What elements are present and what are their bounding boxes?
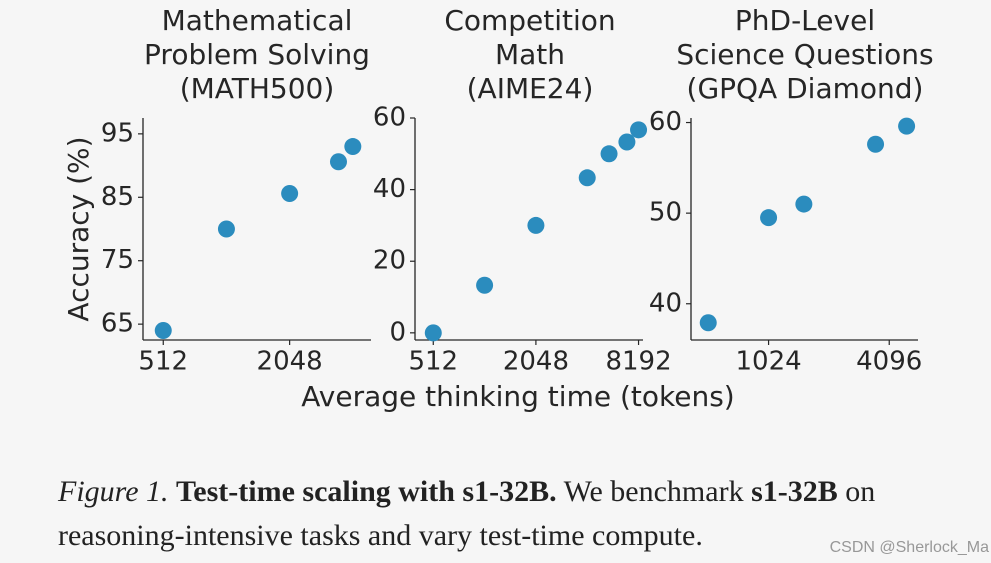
data-point: [527, 216, 545, 234]
watermark: CSDN @Sherlock_Ma: [829, 539, 989, 556]
panel-title-line: Math: [495, 38, 565, 71]
panel-title-line: Problem Solving: [144, 38, 370, 71]
caption-text-1: We benchmark: [556, 475, 752, 508]
data-point: [898, 117, 916, 135]
x-tick-label: 512: [138, 347, 188, 377]
panel-title-line: Competition: [444, 4, 615, 37]
x-tick-label: 512: [408, 347, 458, 377]
panel-title-line: (AIME24): [467, 72, 594, 105]
y-tick-label: 20: [373, 246, 406, 276]
panel-title-line: PhD-Level: [735, 4, 875, 37]
data-point: [618, 133, 636, 151]
y-tick-label: 60: [373, 103, 406, 133]
y-tick-label: 40: [373, 174, 406, 204]
data-point: [281, 184, 299, 202]
data-point: [578, 169, 596, 187]
data-point: [217, 220, 235, 238]
data-point: [476, 276, 494, 294]
y-tick-label: 50: [649, 198, 682, 228]
y-tick-label: 0: [389, 317, 406, 347]
x-axis-label: Average thinking time (tokens): [301, 380, 734, 413]
panel-title-line: Mathematical: [162, 4, 353, 37]
caption-model-name: s1-32B: [751, 475, 838, 508]
y-tick-label: 75: [101, 245, 134, 275]
x-tick-label: 2048: [257, 347, 323, 377]
x-tick-label: 1024: [735, 347, 801, 377]
caption-figure-label: Figure 1.: [58, 475, 169, 508]
data-point: [424, 324, 442, 342]
panel-title-line: (GPQA Diamond): [687, 72, 924, 105]
data-point: [344, 138, 362, 156]
x-tick-label: 2048: [503, 347, 569, 377]
y-tick-label: 85: [101, 182, 134, 212]
y-tick-label: 95: [101, 118, 134, 148]
data-point: [795, 195, 813, 213]
data-point: [630, 121, 648, 139]
y-axis-label: Accuracy (%): [62, 136, 95, 321]
x-tick-label: 8192: [605, 347, 671, 377]
data-point: [600, 145, 618, 163]
data-point: [329, 153, 347, 171]
data-point: [154, 321, 172, 339]
panel-title-line: (MATH500): [180, 72, 335, 105]
y-tick-label: 60: [649, 107, 682, 137]
y-tick-label: 40: [649, 288, 682, 318]
y-tick-label: 65: [101, 309, 134, 339]
data-point: [760, 209, 778, 227]
panel-title-line: Science Questions: [676, 38, 933, 71]
caption-text-2: on reasoning-intensive tasks and vary te…: [58, 475, 876, 552]
caption-bold-title: Test-time scaling with s1-32B.: [176, 475, 557, 508]
data-point: [699, 314, 717, 332]
x-tick-label: 4096: [856, 347, 922, 377]
figure-caption: Figure 1. Test-time scaling with s1-32B.…: [58, 470, 978, 558]
data-point: [867, 135, 885, 153]
